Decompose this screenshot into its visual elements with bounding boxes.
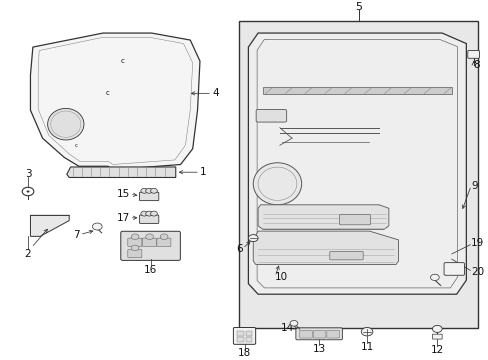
- FancyBboxPatch shape: [256, 109, 286, 122]
- FancyBboxPatch shape: [139, 215, 159, 224]
- FancyBboxPatch shape: [139, 192, 159, 201]
- Circle shape: [145, 188, 152, 193]
- Text: 6: 6: [236, 244, 242, 254]
- Bar: [245, 337, 252, 342]
- FancyBboxPatch shape: [157, 238, 171, 247]
- Polygon shape: [30, 33, 200, 170]
- Text: 16: 16: [143, 265, 157, 275]
- Circle shape: [141, 188, 147, 193]
- Text: 14: 14: [280, 323, 293, 333]
- Ellipse shape: [253, 163, 301, 205]
- Text: c: c: [75, 143, 78, 148]
- Polygon shape: [67, 167, 175, 177]
- Text: 17: 17: [116, 213, 129, 223]
- Polygon shape: [253, 231, 398, 264]
- Circle shape: [150, 188, 157, 193]
- FancyBboxPatch shape: [295, 328, 342, 340]
- Circle shape: [361, 328, 372, 336]
- Text: 3: 3: [25, 169, 31, 179]
- FancyBboxPatch shape: [443, 263, 464, 275]
- Bar: [238, 21, 477, 328]
- Circle shape: [431, 325, 441, 332]
- Circle shape: [160, 234, 168, 239]
- Text: 1: 1: [200, 167, 206, 177]
- Circle shape: [145, 211, 152, 216]
- Text: c: c: [106, 90, 110, 96]
- Text: 10: 10: [274, 272, 287, 282]
- Text: 9: 9: [470, 180, 477, 190]
- Bar: [237, 337, 243, 342]
- Text: 5: 5: [354, 2, 361, 12]
- Text: 8: 8: [473, 60, 479, 69]
- Circle shape: [92, 223, 102, 230]
- Text: 4: 4: [212, 88, 218, 98]
- Text: 12: 12: [430, 345, 443, 355]
- Bar: [237, 331, 243, 336]
- Circle shape: [289, 320, 297, 326]
- FancyBboxPatch shape: [142, 238, 156, 247]
- Circle shape: [131, 234, 139, 239]
- FancyBboxPatch shape: [431, 334, 441, 339]
- Text: 13: 13: [312, 344, 325, 354]
- FancyBboxPatch shape: [233, 328, 255, 344]
- Text: 11: 11: [360, 342, 373, 352]
- FancyBboxPatch shape: [299, 330, 312, 338]
- Text: 20: 20: [470, 267, 483, 277]
- FancyBboxPatch shape: [121, 231, 180, 260]
- FancyBboxPatch shape: [313, 330, 325, 338]
- FancyBboxPatch shape: [326, 330, 339, 338]
- Polygon shape: [258, 205, 388, 229]
- FancyBboxPatch shape: [329, 251, 363, 260]
- Circle shape: [429, 274, 438, 280]
- FancyBboxPatch shape: [339, 215, 370, 225]
- Text: 19: 19: [470, 238, 484, 248]
- Ellipse shape: [47, 108, 84, 140]
- Bar: [245, 331, 252, 336]
- Circle shape: [131, 245, 139, 251]
- Text: c: c: [120, 58, 124, 64]
- Circle shape: [141, 211, 147, 216]
- Text: 15: 15: [116, 189, 129, 199]
- FancyBboxPatch shape: [467, 50, 478, 58]
- Text: 18: 18: [238, 348, 251, 358]
- Text: 7: 7: [73, 230, 80, 240]
- Bar: [263, 87, 451, 94]
- Text: 2: 2: [25, 249, 31, 259]
- FancyBboxPatch shape: [127, 249, 142, 258]
- Polygon shape: [30, 215, 69, 237]
- Polygon shape: [248, 33, 466, 294]
- Circle shape: [145, 234, 153, 239]
- Circle shape: [248, 235, 258, 242]
- FancyBboxPatch shape: [127, 238, 142, 247]
- Circle shape: [150, 211, 157, 216]
- Circle shape: [26, 190, 29, 193]
